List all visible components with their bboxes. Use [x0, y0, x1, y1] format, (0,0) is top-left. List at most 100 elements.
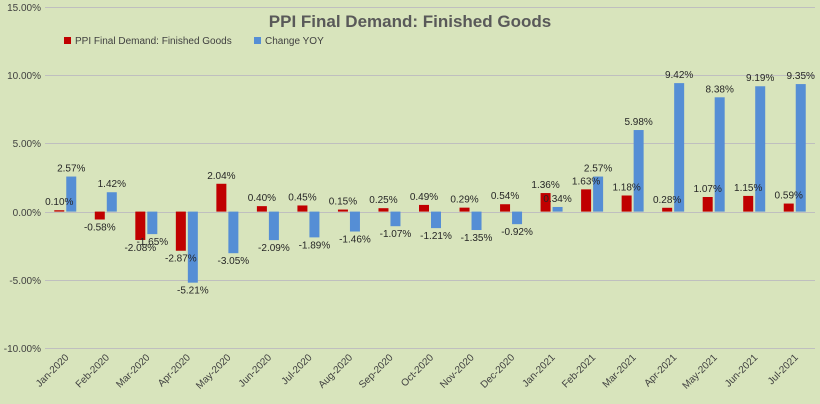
x-tick-label: Jun-2021 — [723, 352, 761, 390]
legend-label-yoy: Change YOY — [265, 36, 324, 47]
data-label-yoy: 9.42% — [665, 70, 693, 81]
y-tick-label: -5.00% — [9, 276, 41, 287]
x-tick-label: Feb-2021 — [560, 352, 598, 390]
data-label-ppi: 0.45% — [288, 192, 316, 203]
bar-yoy — [512, 211, 523, 225]
data-label-ppi: 2.04% — [207, 171, 235, 182]
data-label-ppi: -2.08% — [124, 243, 156, 254]
x-tick-label: Jun-2020 — [237, 352, 275, 390]
data-label-ppi: 1.07% — [694, 184, 722, 195]
bar-ppi — [216, 183, 227, 212]
bar-ppi — [662, 207, 673, 212]
legend-swatch-ppi — [64, 37, 71, 44]
x-tick-label: Sep-2020 — [357, 352, 396, 391]
data-label-ppi: -2.87% — [165, 254, 197, 265]
bar-ppi — [378, 208, 389, 212]
data-label-yoy: 0.34% — [543, 194, 571, 205]
x-tick-label: Aug-2020 — [317, 352, 356, 391]
x-tick-label: Jul-2021 — [766, 352, 801, 387]
y-tick-label: -10.00% — [4, 344, 41, 355]
bar-yoy — [633, 130, 644, 212]
data-label-ppi: 1.15% — [734, 183, 762, 194]
bar-yoy — [674, 83, 685, 212]
data-label-ppi: -0.58% — [84, 223, 116, 234]
data-label-yoy: -1.35% — [461, 233, 493, 244]
bar-yoy — [552, 206, 563, 212]
bar-ppi — [783, 203, 794, 212]
bar-ppi — [54, 210, 65, 212]
x-tick-label: Mar-2021 — [601, 352, 639, 390]
data-label-ppi: 1.63% — [572, 176, 600, 187]
bar-yoy — [147, 211, 158, 235]
data-label-yoy: -1.46% — [339, 235, 371, 246]
data-label-yoy: 2.57% — [584, 164, 612, 175]
bar-yoy — [66, 176, 77, 212]
bar-yoy — [471, 211, 482, 231]
bar-ppi — [621, 195, 632, 212]
bar-ppi — [702, 197, 713, 212]
bar-yoy — [106, 192, 117, 212]
data-label-ppi: 0.40% — [248, 193, 276, 204]
data-label-ppi: 0.54% — [491, 191, 519, 202]
bar-ppi — [419, 204, 429, 212]
x-tick-label: Apr-2021 — [642, 352, 679, 389]
grid-layer — [45, 7, 815, 349]
data-label-yoy: 5.98% — [624, 117, 652, 128]
x-tick-label: Jan-2020 — [34, 352, 72, 390]
bar-yoy — [228, 211, 239, 254]
bar-ppi — [743, 195, 754, 212]
data-label-ppi: 0.10% — [45, 197, 73, 208]
x-tick-label: Nov-2020 — [438, 352, 477, 391]
bar-ppi — [459, 207, 470, 212]
x-tick-label: Dec-2020 — [479, 352, 518, 391]
data-label-yoy: -1.89% — [299, 240, 331, 251]
data-label-yoy: -0.92% — [501, 227, 533, 238]
x-tick-label: May-2021 — [681, 352, 721, 392]
y-tick-label: 15.00% — [7, 3, 41, 14]
bar-yoy — [755, 86, 766, 212]
bar-yoy — [187, 211, 198, 283]
bar-ppi — [500, 204, 511, 212]
bar-ppi — [540, 193, 551, 212]
data-label-yoy: -2.09% — [258, 243, 290, 254]
bar-ppi — [581, 189, 592, 212]
bar-yoy — [390, 211, 401, 227]
bars-layer — [54, 83, 806, 283]
bar-ppi — [94, 211, 105, 220]
data-label-yoy: 8.38% — [706, 84, 734, 95]
x-tick-label: Oct-2020 — [399, 352, 436, 389]
data-label-yoy: 9.35% — [787, 71, 815, 82]
x-tick-label: Jan-2021 — [520, 352, 558, 390]
data-label-yoy: 2.57% — [57, 164, 85, 175]
y-tick-label: 10.00% — [7, 71, 41, 82]
bar-yoy — [268, 211, 279, 241]
x-tick-label: May-2020 — [194, 352, 234, 392]
data-label-yoy: -1.07% — [380, 229, 412, 240]
chart-title: PPI Final Demand: Finished Goods — [269, 12, 551, 31]
y-tick-label: 0.00% — [13, 208, 41, 219]
x-tick-label: Apr-2020 — [156, 352, 193, 389]
data-label-yoy: -5.21% — [177, 286, 209, 297]
data-label-yoy: 9.19% — [746, 73, 774, 84]
data-label-ppi: 0.25% — [369, 195, 397, 206]
data-label-ppi: 0.59% — [775, 191, 803, 202]
bar-ppi — [256, 206, 267, 212]
bar-yoy — [349, 211, 360, 232]
bar-ppi — [337, 209, 348, 212]
data-label-yoy: -3.05% — [218, 256, 250, 267]
x-tick-label: Mar-2020 — [114, 352, 152, 390]
data-label-ppi: 0.15% — [329, 197, 357, 208]
data-label-yoy: 1.42% — [98, 179, 126, 190]
data-label-ppi: 0.49% — [410, 192, 438, 203]
y-tick-label: 5.00% — [13, 139, 41, 150]
data-label-ppi: 1.36% — [531, 180, 559, 191]
data-label-yoy: -1.21% — [420, 231, 452, 242]
bar-yoy — [309, 211, 320, 238]
labels-layer: 0.10% -0.58% -2.08% -2.87% 2.04% 0.40% 0.45% 0.… — [45, 70, 815, 297]
legend-label-ppi: PPI Final Demand: Finished Goods — [75, 36, 232, 47]
bar-yoy — [795, 84, 806, 212]
bar-ppi — [297, 205, 308, 212]
data-label-ppi: 0.28% — [653, 195, 681, 206]
bar-yoy — [593, 176, 604, 212]
